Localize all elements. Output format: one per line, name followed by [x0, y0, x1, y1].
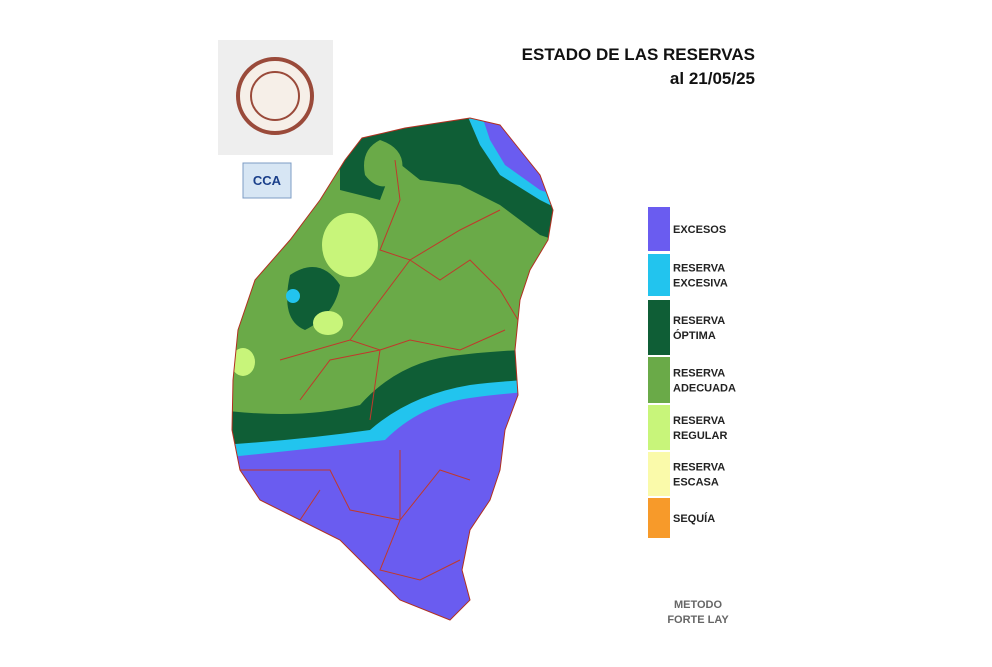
regular-north [322, 213, 378, 277]
legend-label: RESERVA [673, 462, 725, 474]
legend-label: ESCASA [673, 477, 719, 489]
method-label: METODO [674, 599, 723, 611]
legend-swatch [648, 207, 670, 251]
legend-swatch [648, 357, 670, 403]
optima-west [287, 267, 340, 330]
seal-inner [250, 71, 300, 121]
legend-label: RESERVA [673, 415, 725, 427]
legend-label: EXCESIVA [673, 278, 728, 290]
legend-swatch [648, 498, 670, 538]
legend-swatch [648, 254, 670, 296]
department-borders [240, 159, 519, 581]
legend-label: ÓPTIMA [673, 329, 716, 342]
legend-label: EXCESOS [673, 224, 726, 236]
legend-label: REGULAR [673, 430, 727, 442]
province-outline [231, 117, 554, 621]
seal [236, 57, 314, 135]
legend-label: ADECUADA [673, 383, 736, 395]
legend-label: RESERVA [673, 368, 725, 380]
method-label: FORTE LAY [667, 614, 729, 626]
regular-west [313, 311, 343, 335]
excesiva-spot [286, 289, 300, 303]
legend-swatch [648, 300, 670, 355]
cca-logo [242, 162, 292, 199]
legend-label: RESERVA [673, 315, 725, 327]
legend-swatch [648, 405, 670, 450]
title: ESTADO DE LAS RESERVAS [522, 45, 755, 64]
legend-swatch [648, 452, 670, 496]
legend-label: SEQUÍA [673, 512, 715, 525]
regular-edge [232, 348, 255, 376]
legend-label: RESERVA [673, 263, 725, 275]
method: METODO FORTE LAY [667, 599, 729, 626]
cca-text: CCA [253, 173, 282, 188]
legend: EXCESOS RESERVA EXCESIVA RESERVA ÓPTIMA RESER… [648, 207, 736, 538]
adecuada-patch [364, 140, 403, 187]
date: al 21/05/25 [670, 69, 755, 88]
